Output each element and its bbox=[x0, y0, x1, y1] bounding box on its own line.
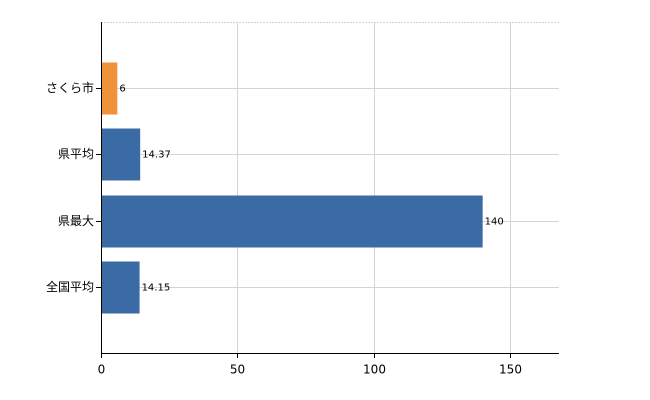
bar bbox=[101, 128, 141, 181]
x-tick-label: 0 bbox=[98, 363, 106, 377]
bar bbox=[101, 195, 483, 248]
value-label: 6 bbox=[119, 84, 125, 95]
y-tick-label: 県平均 bbox=[58, 147, 94, 161]
y-tick-label: 全国平均 bbox=[46, 279, 94, 294]
x-tick-label: 100 bbox=[363, 363, 386, 377]
value-label: 14.15 bbox=[142, 283, 171, 294]
x-tick-label: 50 bbox=[230, 363, 245, 377]
x-tick-label: 150 bbox=[499, 363, 522, 377]
y-tick-label: さくら市 bbox=[46, 80, 94, 95]
bar bbox=[101, 62, 118, 115]
y-tick-label: 県最大 bbox=[58, 214, 94, 228]
bar bbox=[101, 261, 140, 314]
value-label: 140 bbox=[485, 217, 504, 228]
value-label: 14.37 bbox=[142, 150, 171, 161]
